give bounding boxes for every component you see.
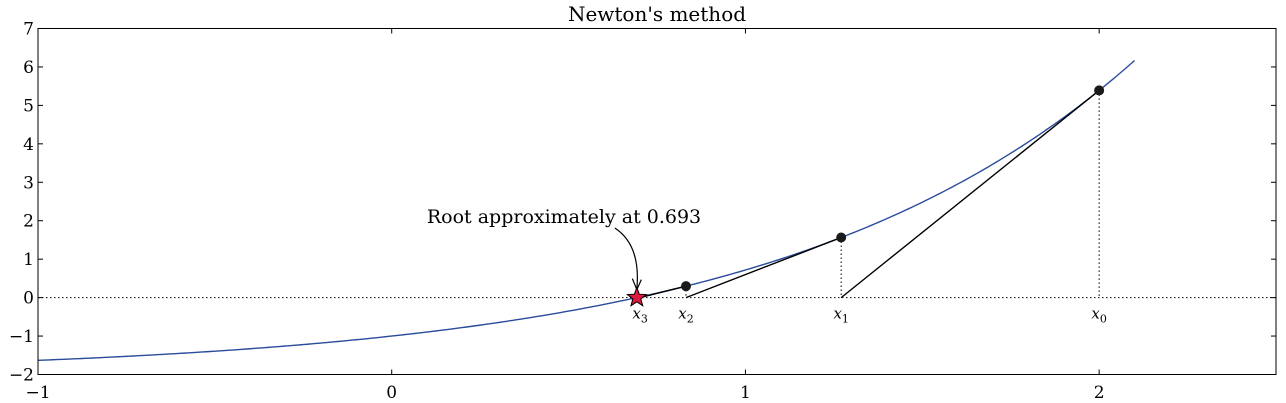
root-annotation-text: Root approximately at 0.693 (427, 206, 701, 228)
axes-frame (37, 28, 1277, 375)
iterate-point-x2 (681, 281, 692, 292)
root-star-marker (625, 286, 648, 307)
iterate-label-x3: x3 (632, 305, 647, 326)
iterate-point-x0 (1094, 85, 1105, 96)
y-tick-label: −2 (9, 366, 34, 386)
iterate-label-x2: x2 (678, 305, 693, 326)
y-tick-label: 0 (23, 289, 34, 309)
x-tick-label: 1 (740, 383, 751, 403)
x-tick-label: 2 (1094, 383, 1105, 403)
tangent-line-x1 (685, 236, 842, 299)
x-tick-label: −1 (25, 383, 50, 403)
y-tick-label: 5 (23, 96, 34, 116)
y-tick-label: 6 (23, 58, 34, 78)
x-tick-label: 0 (386, 383, 397, 403)
y-tick-label: 7 (23, 20, 34, 40)
iterate-label-x0: x0 (1091, 305, 1106, 326)
y-tick-label: 4 (23, 135, 34, 155)
y-tick-label: −1 (9, 327, 34, 347)
y-tick-label: 1 (23, 250, 34, 270)
iterate-label-x1: x1 (833, 305, 848, 326)
function-curve (37, 60, 1135, 362)
annotation-arrow-line (614, 227, 638, 289)
y-tick-label: 3 (23, 173, 34, 193)
y-tick-label: 2 (23, 212, 34, 232)
tangent-line-x2 (639, 285, 687, 299)
chart-title: Newton's method (568, 2, 746, 26)
tangent-line-x0 (840, 89, 1100, 299)
iterate-point-x1 (836, 232, 847, 243)
